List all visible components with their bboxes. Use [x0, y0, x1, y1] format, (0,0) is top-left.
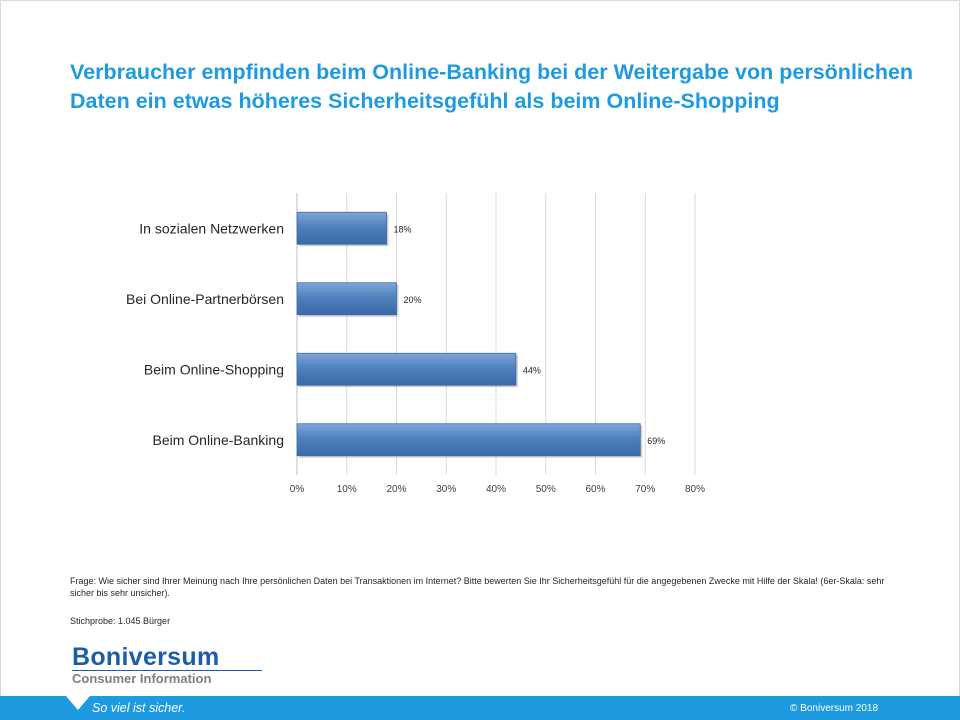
data-label: 20%: [404, 295, 422, 305]
category-label: Bei Online-Partnerbörsen: [126, 291, 284, 307]
boniversum-logo: Boniversum Consumer Information: [72, 644, 264, 687]
x-tick-label: 10%: [337, 484, 357, 495]
x-tick-label: 80%: [685, 484, 705, 495]
x-tick-label: 60%: [585, 484, 605, 495]
footer-copyright: © Boniversum 2018: [790, 703, 878, 714]
logo-subtitle: Consumer Information: [72, 671, 212, 686]
bar: [296, 282, 397, 316]
x-tick-label: 50%: [536, 484, 556, 495]
survey-question-footnote: Frage: Wie sicher sind Ihrer Meinung nac…: [70, 576, 885, 598]
logo-name: Boniversum: [72, 643, 220, 671]
x-tick-label: 20%: [386, 484, 406, 495]
data-label: 44%: [523, 365, 541, 375]
logo-rule: [72, 670, 262, 671]
bar: [296, 423, 641, 457]
x-tick-label: 40%: [486, 484, 506, 495]
x-tick-label: 30%: [436, 484, 456, 495]
footer-bar: [0, 696, 960, 720]
sample-size-note: Stichprobe: 1.045 Bürger: [70, 616, 171, 626]
category-label: Beim Online-Banking: [152, 432, 284, 448]
data-label: 69%: [647, 436, 665, 446]
footer-notch: [66, 696, 90, 710]
x-tick-label: 70%: [635, 484, 655, 495]
page-title: Verbraucher empfinden beim Online-Bankin…: [70, 60, 914, 113]
category-label: Beim Online-Shopping: [144, 361, 284, 377]
data-label: 18%: [394, 224, 412, 234]
x-tick-label: 0%: [290, 484, 305, 495]
footer-slogan: So viel ist sicher.: [92, 701, 186, 715]
bar: [296, 352, 517, 386]
category-label: In sozialen Netzwerken: [139, 220, 284, 236]
bar: [296, 211, 387, 245]
